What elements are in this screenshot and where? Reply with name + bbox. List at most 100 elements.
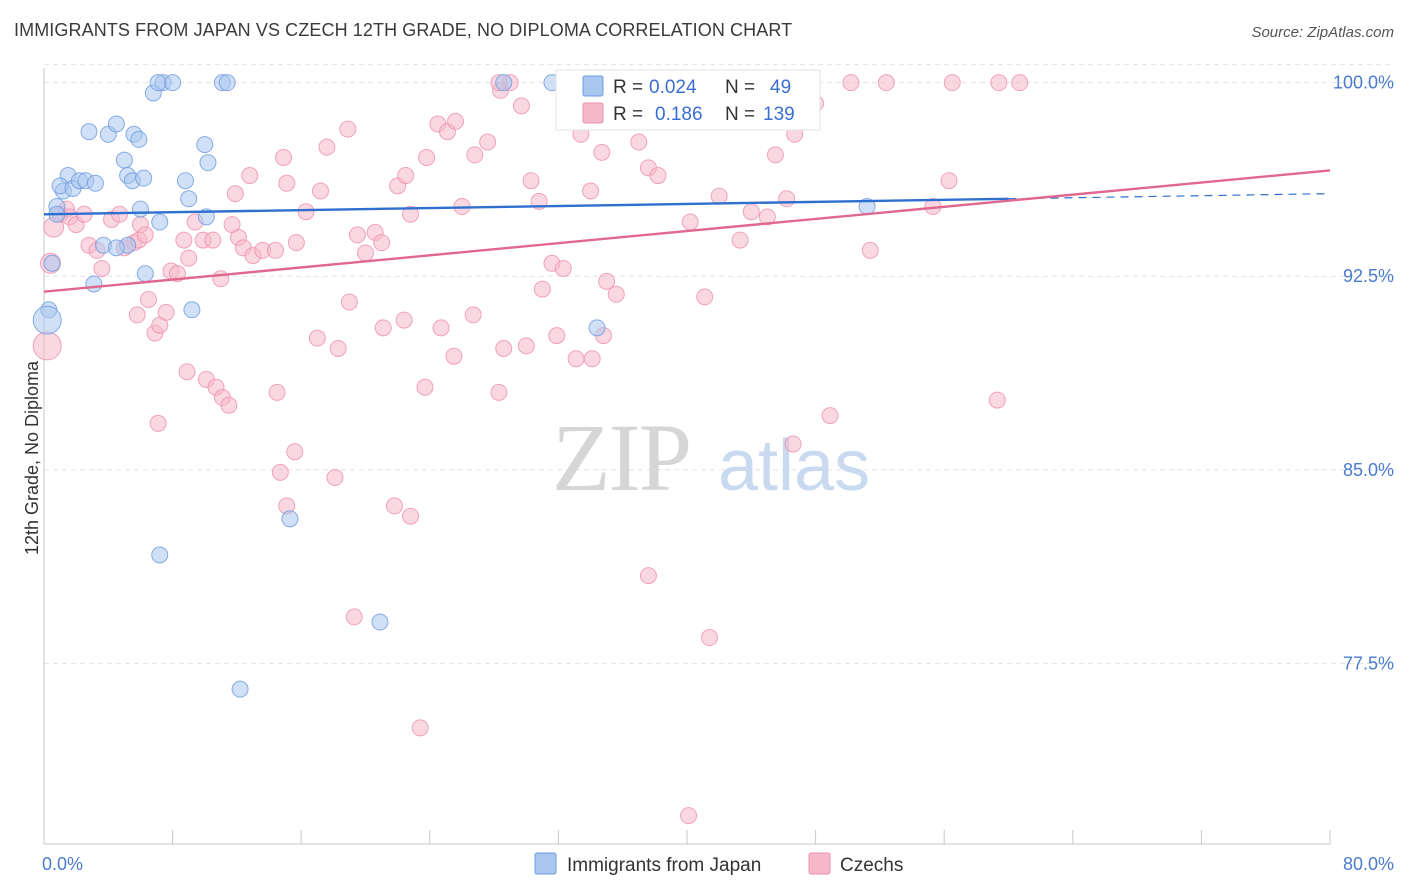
x-tick-label-0: 0.0%: [42, 854, 83, 874]
legend-r-value-japan: 0.024: [649, 77, 697, 98]
japan-point-24: [149, 74, 167, 92]
czech-point-106: [395, 311, 413, 329]
japan-point-11: [80, 123, 98, 141]
czech-point-36: [266, 241, 284, 259]
czech-point-131: [411, 719, 429, 737]
japan-point-21: [135, 169, 153, 187]
grid-lines: [44, 64, 1395, 664]
czech-point-73: [598, 272, 616, 290]
czech-point-62: [512, 97, 530, 115]
czech-point-39: [241, 167, 259, 185]
series-legend: Immigrants from Japan Czechs: [534, 852, 903, 876]
czech-point-44: [339, 120, 357, 138]
czech-point-40: [275, 148, 293, 166]
japan-point-42: [588, 319, 606, 337]
czech-point-82: [681, 213, 699, 231]
czech-point-29: [204, 231, 222, 249]
legend-swatch-czech: [582, 102, 604, 124]
czech-point-126: [784, 435, 802, 453]
czech-point-86: [742, 203, 760, 221]
czech-point-74: [607, 285, 625, 303]
czech-point-0: [32, 331, 62, 361]
czech-point-26: [180, 249, 198, 267]
czech-point-30: [212, 270, 230, 288]
czech-point-97: [1011, 74, 1029, 92]
japan-point-31: [180, 190, 198, 208]
czech-point-37: [287, 234, 305, 252]
y-tick-labels: 77.5% 85.0% 92.5% 100.0%: [1333, 73, 1394, 674]
czech-point-84: [710, 187, 728, 205]
czech-point-135: [149, 414, 167, 432]
japan-point-35: [136, 265, 154, 283]
czech-point-103: [329, 339, 347, 357]
czech-point-18: [128, 306, 146, 324]
source-credit: Source: ZipAtlas.com: [1251, 24, 1394, 41]
series-legend-label-japan: Immigrants from Japan: [567, 855, 761, 876]
czech-point-55: [447, 112, 465, 130]
czech-point-17: [136, 226, 154, 244]
czech-point-87: [758, 208, 776, 226]
czech-point-102: [308, 329, 326, 347]
legend-n-value-japan: 49: [770, 77, 791, 98]
japan-point-36: [85, 275, 103, 293]
czech-point-19: [139, 290, 157, 308]
czech-point-133: [416, 378, 434, 396]
czech-point-10: [93, 259, 111, 277]
japan-point-25: [164, 74, 182, 92]
japan-point-37: [183, 301, 201, 319]
czech-point-78: [630, 133, 648, 151]
czech-point-48: [373, 234, 391, 252]
czech-point-113: [567, 350, 585, 368]
czech-point-96: [990, 74, 1008, 92]
japan-trend-extension: [1008, 193, 1331, 200]
czech-point-132: [680, 807, 698, 825]
czech-point-121: [326, 469, 344, 487]
czech-point-89: [778, 190, 796, 208]
watermark: ZIP atlas: [552, 404, 870, 511]
czech-point-80: [649, 167, 667, 185]
legend-n-label-japan: N =: [725, 77, 755, 98]
czech-point-41: [297, 203, 315, 221]
japan-point-44: [151, 546, 169, 564]
czech-point-100: [861, 241, 879, 259]
czech-point-45: [348, 226, 366, 244]
czech-point-67: [548, 327, 566, 345]
japan-point-13: [107, 115, 125, 133]
czech-point-25: [175, 231, 193, 249]
czech-point-99: [940, 172, 958, 190]
czech-point-118: [220, 396, 238, 414]
czech-point-134: [268, 383, 286, 401]
chart-title: IMMIGRANTS FROM JAPAN VS CZECH 12TH GRAD…: [14, 20, 793, 40]
czech-point-85: [731, 231, 749, 249]
czech-point-130: [345, 608, 363, 626]
czech-point-95: [943, 74, 961, 92]
series-legend-label-czech: Czechs: [840, 855, 903, 876]
czech-point-42: [311, 182, 329, 200]
czech-point-108: [445, 347, 463, 365]
czech-point-72: [593, 143, 611, 161]
y-tick-label-2: 92.5%: [1343, 266, 1394, 286]
czech-point-43: [318, 138, 336, 156]
japan-point-45: [371, 613, 389, 631]
axes: [43, 68, 1331, 845]
czech-point-101: [278, 174, 296, 192]
japan-point-20: [151, 213, 169, 231]
y-axis-label: 12th Grade, No Diploma: [22, 360, 42, 555]
czech-point-110: [495, 339, 513, 357]
japan-point-19: [131, 200, 149, 218]
japan-point-27: [218, 74, 236, 92]
czech-point-111: [490, 383, 508, 401]
czech-point-127: [988, 391, 1006, 409]
japan-point-16: [130, 130, 148, 148]
czech-point-94: [877, 74, 895, 92]
czech-point-105: [374, 319, 392, 337]
japan-point-43: [281, 510, 299, 528]
czech-point-128: [639, 567, 657, 585]
japan-point-1: [32, 305, 62, 335]
japan-trend-line: [43, 197, 1009, 216]
legend-r-label-czech: R =: [613, 104, 643, 125]
y-tick-label-3: 100.0%: [1333, 73, 1394, 93]
legend-r-value-czech: 0.186: [655, 104, 703, 125]
x-tick-labels: 0.0% 80.0%: [42, 854, 1394, 874]
series-legend-swatch-japan: [534, 852, 557, 875]
